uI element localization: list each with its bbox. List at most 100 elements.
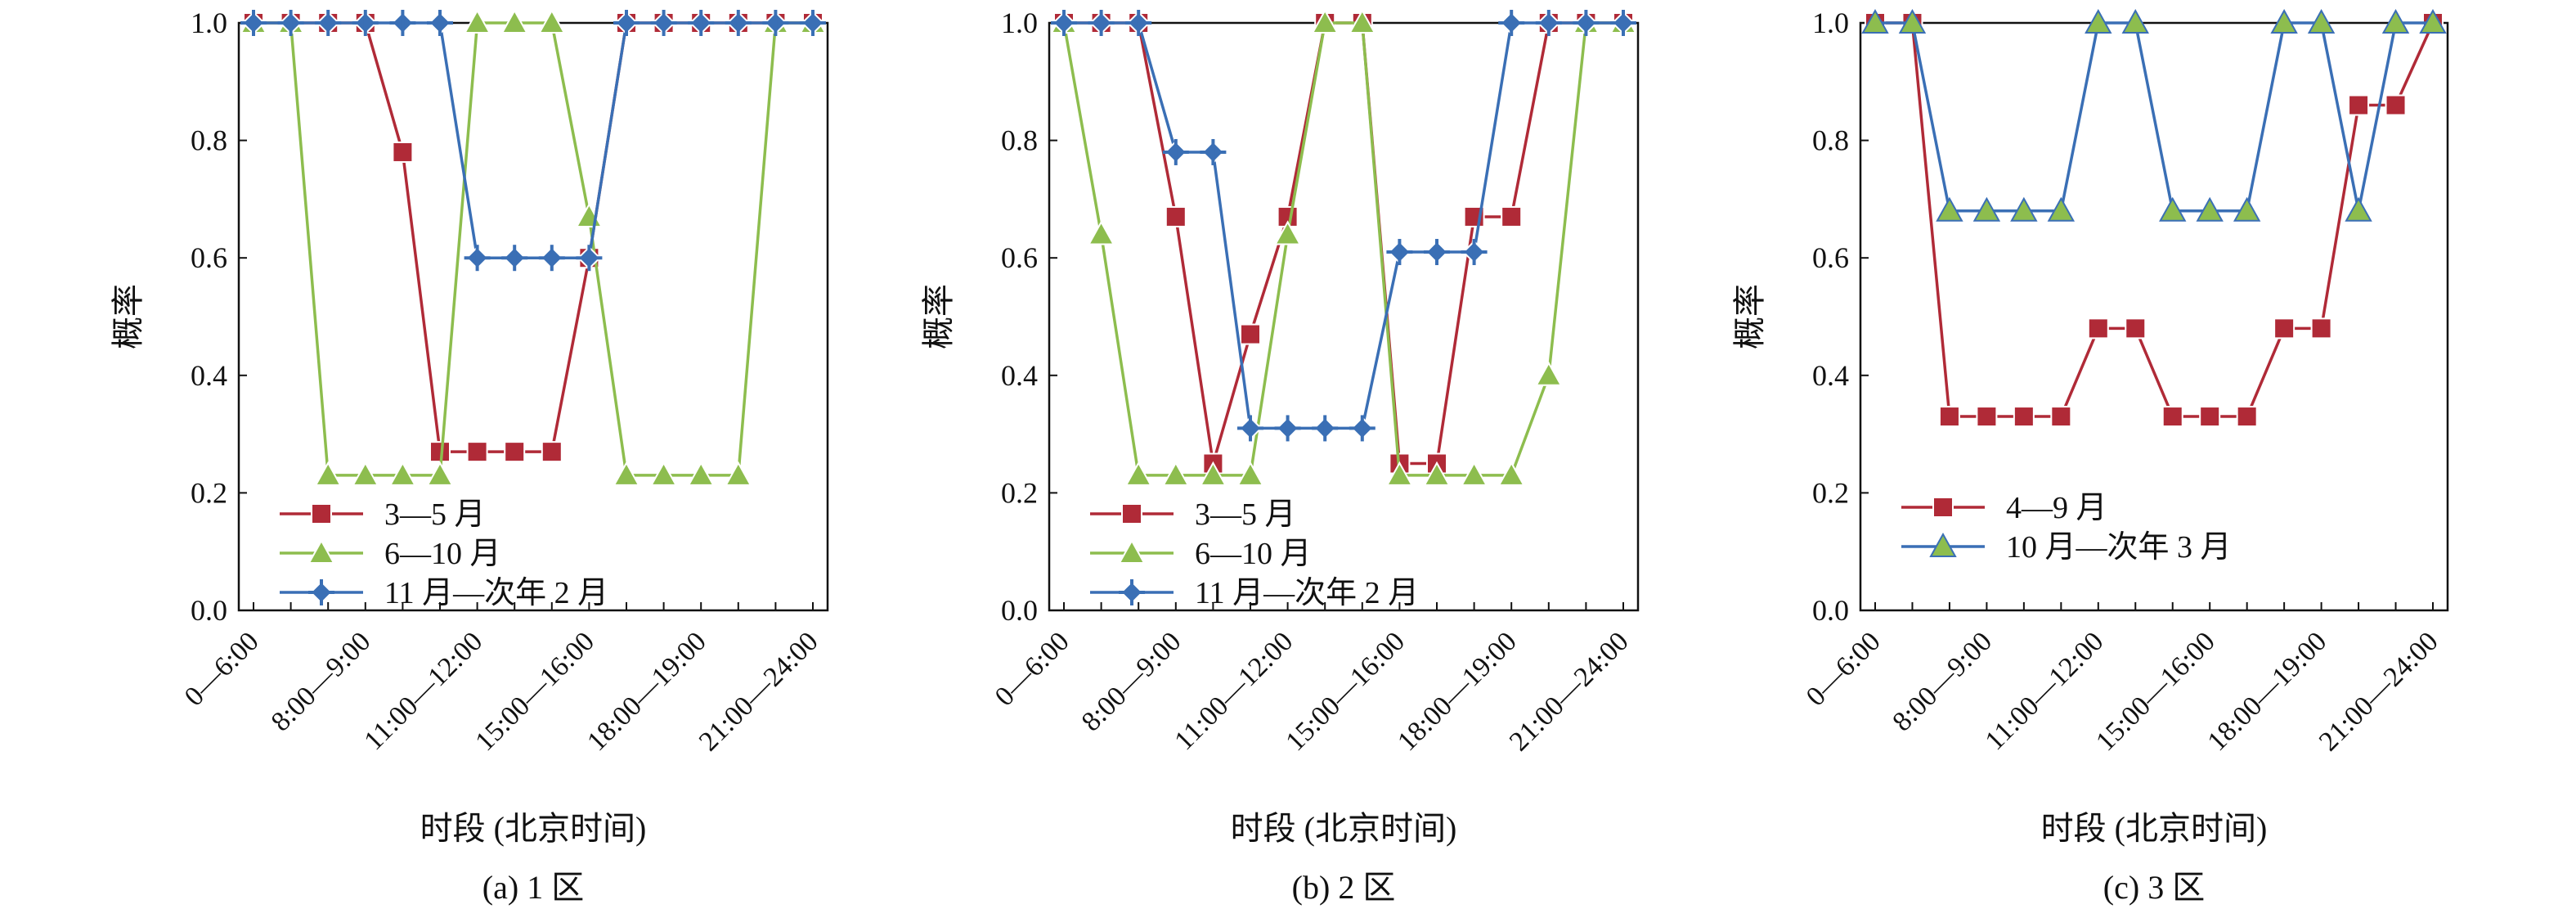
x-tick-label: 0—6:00 [1801,626,1887,712]
data-point [2085,8,2112,34]
data-point [2385,94,2407,116]
data-point [1976,406,1998,428]
data-point [725,461,752,486]
plot-frame [1859,21,2449,612]
data-point [2381,8,2410,34]
data-point [1124,461,1152,486]
legend-entry: 6—10 月 [1090,537,1312,571]
data-point [2419,8,2447,34]
series-line [1064,21,1623,430]
series-1 [243,12,824,463]
y-tick-label: 0.0 [1001,594,1038,627]
y-tick-label: 0.8 [1812,124,1849,157]
data-point [1311,8,1339,34]
data-point [2233,196,2261,222]
data-point [2348,94,2370,116]
legend-label: 6—10 月 [1195,537,1312,571]
x-tick-label: 11:00—12:00 [1980,626,2110,756]
data-point [2345,196,2372,222]
legend-marker [1929,532,1957,557]
data-point [1087,220,1115,245]
data-point [2087,317,2109,340]
data-point [2121,8,2149,34]
legend-label: 6—10 月 [384,537,501,571]
legend-label: 11 月—次年 2 月 [384,576,608,610]
data-point [1349,8,1376,34]
data-point [541,441,563,463]
x-axis-label: 时段 (北京时间) [1231,810,1457,847]
data-point [388,461,417,486]
data-point [1273,220,1302,245]
data-point [2196,196,2224,222]
legend-label: 3—5 月 [384,497,486,532]
y-axis-label: 概率 [920,284,957,349]
data-point [687,461,715,486]
x-tick-label: 8:00—9:00 [1076,626,1187,737]
legend-entry: 11 月—次年 2 月 [1090,576,1419,610]
chart-panel-2: 0.0 0.2 0.4 0.6 0.8 1.0 概率 0—6:00 8:00—9:0011:00… [920,7,1640,906]
data-point [1423,461,1451,486]
x-axis-label: 时段 (北京时间) [420,810,647,847]
data-point [1165,205,1187,227]
legend-marker [311,503,332,524]
data-point [463,8,491,34]
y-tick-label: 0.6 [1812,241,1849,274]
data-point [2010,196,2038,222]
data-point [538,8,566,34]
data-point [2310,317,2332,340]
data-point [392,141,414,163]
x-tick-label: 21:00—24:00 [1504,626,1635,757]
series-line [1062,21,1623,477]
series-2 [1861,8,2447,222]
data-point [352,461,379,486]
legend-marker [1118,538,1146,564]
data-point [500,8,528,34]
x-tick-label: 15:00—16:00 [469,626,600,757]
x-tick-label: 15:00—16:00 [2090,626,2221,757]
data-point [1972,196,2001,222]
data-point [2236,406,2258,428]
y-tick-label: 0.0 [191,594,227,627]
legend-label: 3—5 月 [1195,497,1296,532]
x-tick-label: 21:00—24:00 [693,626,824,757]
data-point [1898,8,1927,34]
panel-caption: (b) 2 区 [1292,869,1396,906]
data-point [613,461,640,486]
x-tick-label: 0—6:00 [179,626,265,712]
legend-entry: 3—5 月 [280,497,486,532]
x-tick-label: 8:00—9:00 [266,626,377,737]
y-tick-label: 0.4 [191,359,227,392]
data-point [314,461,342,486]
legend-label: 10 月—次年 3 月 [2006,530,2232,565]
y-tick-label: 0.6 [191,241,227,274]
legend-entry: 6—10 月 [280,537,501,571]
y-tick-label: 0.8 [191,124,227,157]
data-point [2050,406,2072,428]
x-axis-label: 时段 (北京时间) [2041,810,2268,847]
data-point [2125,317,2147,340]
series-1 [1053,12,1634,475]
legend-entry: 11 月—次年 2 月 [280,576,608,610]
y-tick-label: 1.0 [191,7,227,39]
panel-caption: (a) 1 区 [482,869,584,906]
y-tick-label: 0.2 [191,476,227,509]
x-tick-label: 18:00—19:00 [2202,626,2333,757]
legend-label: 11 月—次年 2 月 [1195,576,1419,610]
x-tick-label: 8:00—9:00 [1887,626,1998,737]
data-point [2270,8,2298,34]
data-point [1535,361,1563,386]
y-tick-label: 1.0 [1001,7,1038,39]
y-tick-label: 0.0 [1812,594,1849,627]
series-line [254,21,813,477]
data-point [504,441,526,463]
data-point [1236,461,1264,486]
data-point [1385,461,1414,486]
data-point [1460,461,1488,486]
data-point [1501,205,1523,227]
data-point [2013,406,2035,428]
legend-marker [1932,497,1954,518]
legend-entry: 4—9 月 [1901,491,2107,525]
y-tick-label: 1.0 [1812,7,1849,39]
data-point [1199,461,1227,486]
